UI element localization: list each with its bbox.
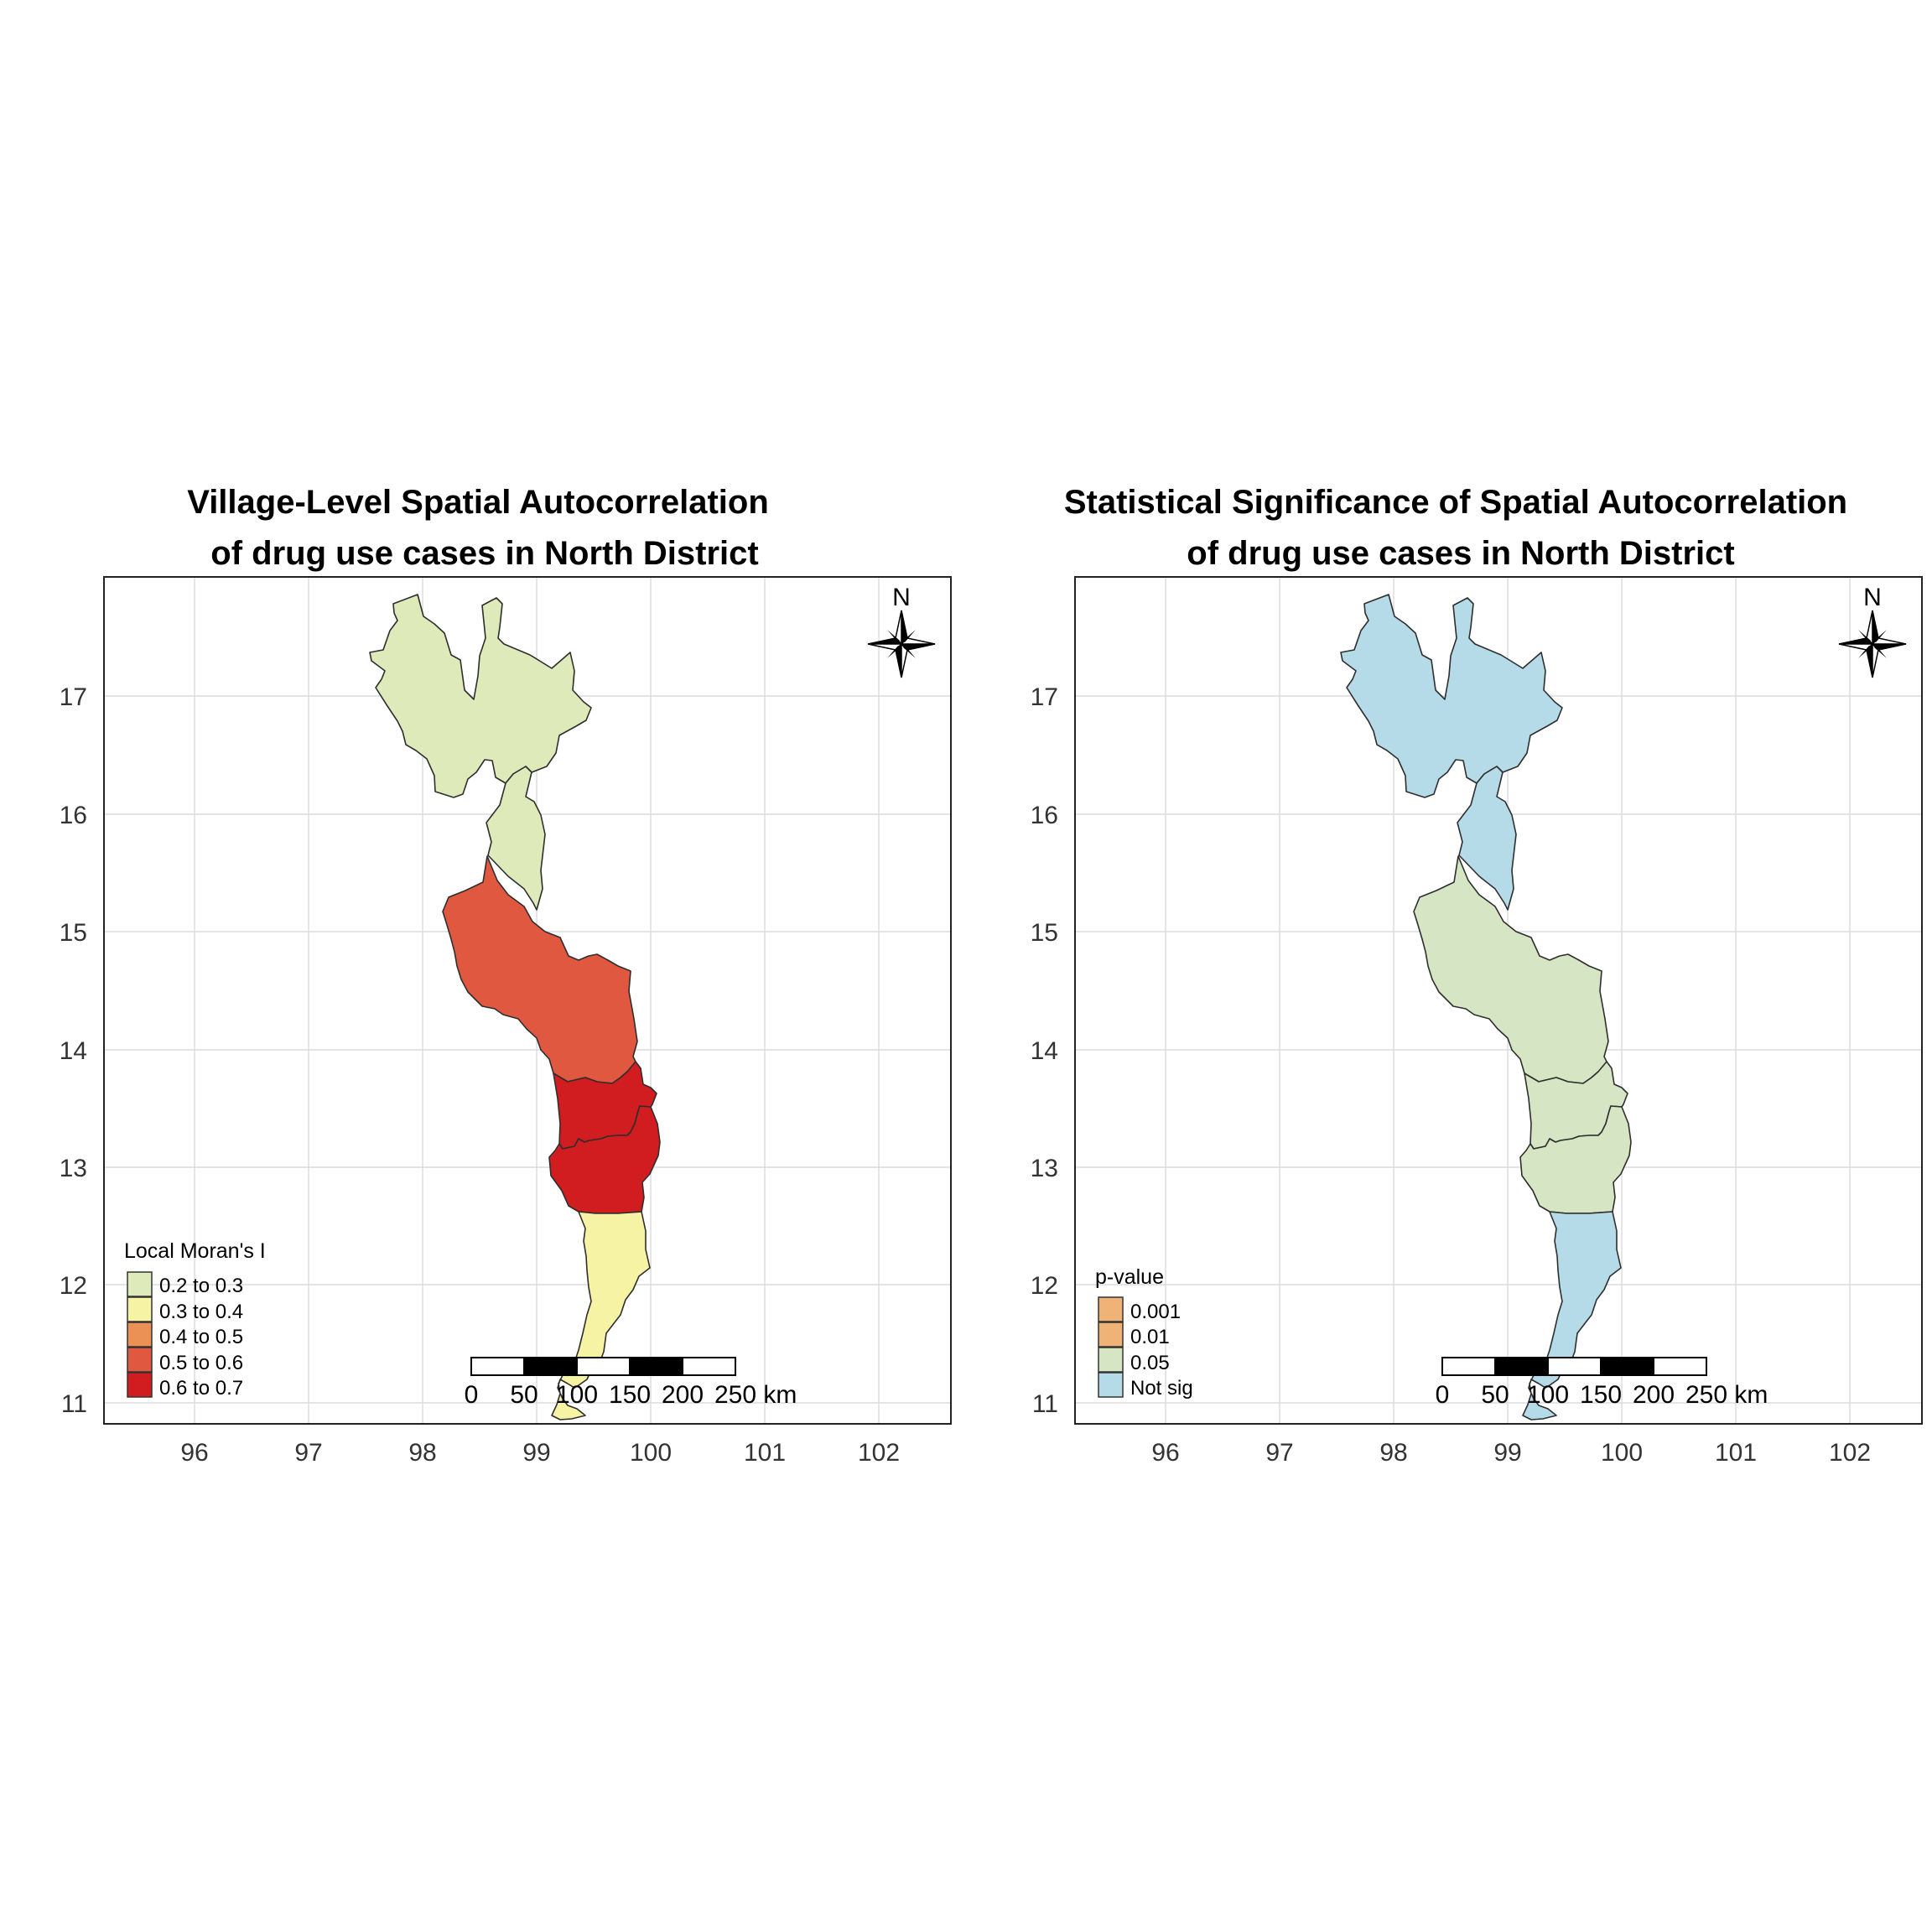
legend-swatch-3: [127, 1347, 153, 1373]
x-axis-labels: 96 97 98 99 100 101 102: [1151, 1439, 1871, 1467]
legend-swatch-2: [1098, 1347, 1124, 1373]
x-tick-101: 101: [1715, 1439, 1757, 1467]
scale-label-250-km: 250 km: [1685, 1381, 1768, 1409]
y-tick-15: 15: [60, 919, 87, 947]
legend-label-0: 0.2 to 0.3: [159, 1275, 243, 1297]
x-tick-102: 102: [1829, 1439, 1871, 1467]
legend: Local Moran's I 0.2 to 0.3 0.3 to 0.4 0.…: [124, 1239, 266, 1400]
north-arrow-label: N: [1863, 584, 1882, 611]
map-title-line-1: Statistical Significance of Spatial Auto…: [1064, 484, 1847, 521]
legend-swatch-1: [127, 1296, 153, 1322]
legend-label-2: 0.4 to 0.5: [159, 1326, 243, 1348]
legend-swatch-3: [1098, 1372, 1124, 1398]
region-north: [369, 594, 592, 798]
scale-label-100: 100: [1527, 1381, 1569, 1409]
y-axis-labels: 17 16 15 14 13 12 11: [60, 683, 87, 1418]
legend-title: Local Moran's I: [124, 1239, 266, 1263]
x-tick-99: 99: [1493, 1439, 1521, 1467]
scale-label-200: 200: [1633, 1381, 1675, 1409]
y-tick-16: 16: [1031, 802, 1058, 829]
panel-border: [103, 576, 952, 1425]
legend-swatch-0: [127, 1271, 153, 1297]
legend-label-2: 0.05: [1130, 1352, 1170, 1374]
north-arrow: N: [867, 584, 936, 678]
compass-rose-icon: [867, 610, 936, 678]
y-tick-12: 12: [1031, 1272, 1058, 1300]
scale-label-50: 50: [510, 1381, 538, 1409]
x-tick-96: 96: [1151, 1439, 1179, 1467]
x-tick-99: 99: [522, 1439, 550, 1467]
compass-rose-icon: [1838, 610, 1907, 678]
scale-label-200: 200: [662, 1381, 704, 1409]
y-tick-13: 13: [60, 1155, 87, 1182]
scale-label-0: 0: [465, 1381, 479, 1409]
legend-swatch-1: [1098, 1322, 1124, 1348]
legend-label-1: 0.01: [1130, 1326, 1170, 1348]
y-tick-16: 16: [60, 802, 87, 829]
legend-label-3: 0.5 to 0.6: [159, 1352, 243, 1374]
north-arrow: N: [1838, 584, 1907, 678]
scale-bar: 0 50 100 150 200 250 km: [1436, 1357, 1768, 1409]
y-tick-11: 11: [61, 1390, 87, 1418]
x-axis-labels: 96 97 98 99 100 101 102: [180, 1439, 900, 1467]
legend-swatch-2: [127, 1322, 153, 1348]
legend-label-1: 0.3 to 0.4: [159, 1301, 243, 1323]
region-upper-middle: [1457, 766, 1517, 911]
x-tick-102: 102: [858, 1439, 900, 1467]
region-north: [1340, 594, 1563, 798]
panel-border: [1074, 576, 1923, 1425]
legend-label-4: 0.6 to 0.7: [159, 1377, 243, 1400]
p-value-map: Statistical Significance of Spatial Auto…: [1031, 484, 1923, 1467]
scale-label-150: 150: [1580, 1381, 1622, 1409]
regions: [1340, 594, 1632, 1420]
scale-label-150: 150: [609, 1381, 651, 1409]
y-tick-12: 12: [60, 1272, 87, 1300]
y-tick-14: 14: [60, 1037, 87, 1065]
map-title-line-1: Village-Level Spatial Autocorrelation: [187, 484, 769, 521]
north-arrow-label: N: [892, 584, 911, 611]
legend-label-3: Not sig: [1130, 1377, 1193, 1400]
region-upper-middle: [486, 766, 546, 911]
x-tick-97: 97: [1265, 1439, 1293, 1467]
x-tick-100: 100: [1601, 1439, 1643, 1467]
legend-swatch-0: [1098, 1296, 1124, 1322]
x-tick-96: 96: [180, 1439, 208, 1467]
y-tick-17: 17: [60, 683, 87, 711]
scale-label-250-km: 250 km: [714, 1381, 797, 1409]
x-tick-97: 97: [294, 1439, 322, 1467]
scale-label-100: 100: [556, 1381, 598, 1409]
region-south-central-2: [1519, 1105, 1632, 1214]
x-tick-98: 98: [1379, 1439, 1407, 1467]
scale-bar: 0 50 100 150 200 250 km: [465, 1357, 797, 1409]
x-tick-100: 100: [630, 1439, 672, 1467]
legend-label-0: 0.001: [1130, 1301, 1181, 1323]
y-tick-13: 13: [1031, 1155, 1058, 1182]
legend-swatch-4: [127, 1372, 153, 1398]
y-tick-17: 17: [1031, 683, 1058, 711]
morans-i-map: Village-Level Spatial Autocorrelation of…: [60, 484, 952, 1467]
scale-label-0: 0: [1436, 1381, 1450, 1409]
map-title-line-2: of drug use cases in North District: [210, 535, 758, 572]
y-tick-15: 15: [1031, 919, 1058, 947]
legend-title: p-value: [1095, 1265, 1164, 1289]
region-south-central-2: [548, 1105, 661, 1214]
legend: p-value 0.001 0.01 0.05 Not sig: [1095, 1265, 1193, 1400]
y-tick-14: 14: [1031, 1037, 1058, 1065]
x-tick-101: 101: [744, 1439, 786, 1467]
scale-label-50: 50: [1481, 1381, 1509, 1409]
map-title-line-2: of drug use cases in North District: [1187, 535, 1734, 572]
x-tick-98: 98: [408, 1439, 436, 1467]
y-tick-11: 11: [1032, 1390, 1058, 1418]
y-axis-labels: 17 16 15 14 13 12 11: [1031, 683, 1058, 1418]
